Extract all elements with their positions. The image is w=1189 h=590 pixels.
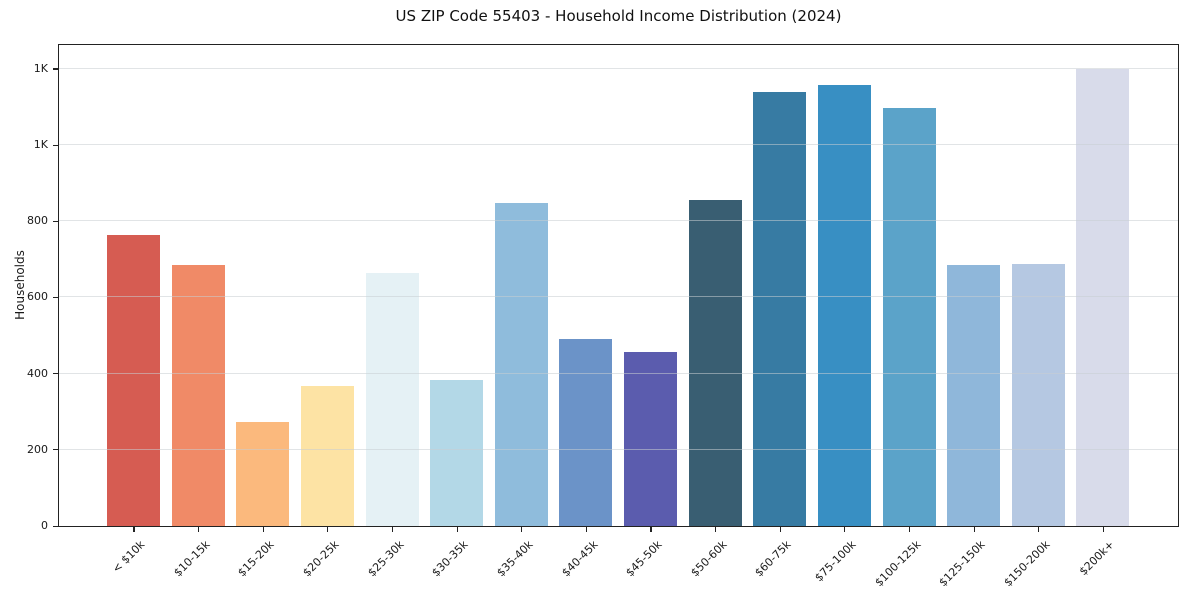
x-tick-label-4: $25-30k [364, 538, 407, 580]
x-tick-label-5: $30-35k [429, 538, 471, 580]
gridline-y-600 [59, 296, 1178, 298]
y-tick-mark-0 [53, 525, 58, 527]
bar-10k [107, 234, 160, 526]
x-tick-mark-9 [715, 527, 717, 532]
y-tick-mark-4 [53, 220, 58, 222]
bar-200k [1076, 68, 1130, 526]
x-tick-label-10: $60-75k [752, 538, 794, 580]
bar-10-15k [171, 264, 225, 526]
gridline-y-400 [59, 372, 1178, 374]
y-tick-label-4: 800 [27, 214, 48, 228]
x-tick-mark-15 [1102, 527, 1104, 532]
bar-75-100k [817, 85, 871, 526]
x-tick-label-7: $40-45k [558, 538, 601, 580]
x-tick-mark-4 [391, 527, 394, 532]
y-tick-label-2: 400 [27, 366, 48, 380]
x-axis-labels-layer: < $10k $10-15k $15-20k $20-25k $25-30k $30-35… [58, 536, 1179, 590]
gridline-y-1200 [59, 67, 1178, 69]
bar-15-20k [236, 422, 290, 526]
y-tick-label-6: 1K [33, 61, 48, 75]
bar-25-30k [365, 272, 419, 526]
y-tick-label-1: 200 [27, 442, 48, 456]
y-tick-mark-5 [53, 144, 58, 146]
x-tick-label-6: $35-40k [494, 538, 536, 580]
bar-50-60k [688, 199, 742, 526]
bar-150-200k [1011, 263, 1065, 526]
y-tick-mark-1 [53, 449, 58, 451]
plot-area [58, 44, 1179, 527]
y-tick-label-3: 600 [27, 290, 48, 304]
x-tick-label-2: $15-20k [235, 538, 277, 580]
x-tick-mark-10 [779, 527, 781, 532]
y-tick-mark-6 [53, 68, 58, 70]
bar-125-150k [947, 265, 1001, 526]
y-tick-mark-3 [53, 296, 58, 299]
x-tick-mark-0 [133, 527, 135, 532]
x-tick-label-15: $200k+ [1077, 538, 1118, 579]
x-tick-label-9: $50-60k [688, 538, 730, 580]
x-tick-label-0: < $10k [110, 538, 148, 576]
x-tick-mark-5 [456, 527, 458, 532]
x-tick-mark-6 [521, 527, 523, 532]
x-tick-mark-11 [844, 527, 846, 532]
bar-30-35k [430, 379, 484, 526]
y-tick-mark-2 [53, 373, 58, 375]
x-tick-mark-8 [650, 527, 652, 532]
bar-60-75k [753, 92, 807, 526]
x-tick-mark-7 [585, 527, 587, 532]
x-tick-label-3: $20-25k [300, 538, 342, 580]
y-tick-label-0: 0 [41, 519, 48, 532]
x-tick-label-1: $10-15k [171, 538, 213, 580]
chart-title: US ZIP Code 55403 - Household Income Dis… [395, 7, 842, 25]
x-tick-mark-1 [198, 527, 200, 532]
x-tick-mark-2 [262, 527, 264, 532]
x-tick-mark-12 [908, 527, 911, 532]
x-tick-label-13: $125-150k [936, 538, 988, 590]
x-tick-label-11: $75-100k [812, 538, 859, 585]
bar-35-40k [494, 202, 548, 526]
x-tick-label-8: $45-50k [623, 538, 665, 580]
gridline-y-800 [59, 220, 1178, 222]
x-tick-label-14: $150-200k [1001, 538, 1053, 590]
x-tick-label-12: $100-125k [872, 538, 924, 590]
bar-45-50k [624, 352, 677, 526]
y-tick-label-5: 1K [33, 138, 48, 152]
x-tick-mark-14 [1038, 527, 1040, 532]
gridline-y-200 [59, 448, 1178, 450]
gridline-y-1000 [59, 144, 1178, 146]
x-tick-mark-13 [973, 527, 975, 532]
bar-20-25k [300, 385, 354, 526]
bar-100-125k [882, 107, 936, 526]
bar-40-45k [559, 339, 613, 526]
x-tick-mark-3 [327, 527, 329, 532]
